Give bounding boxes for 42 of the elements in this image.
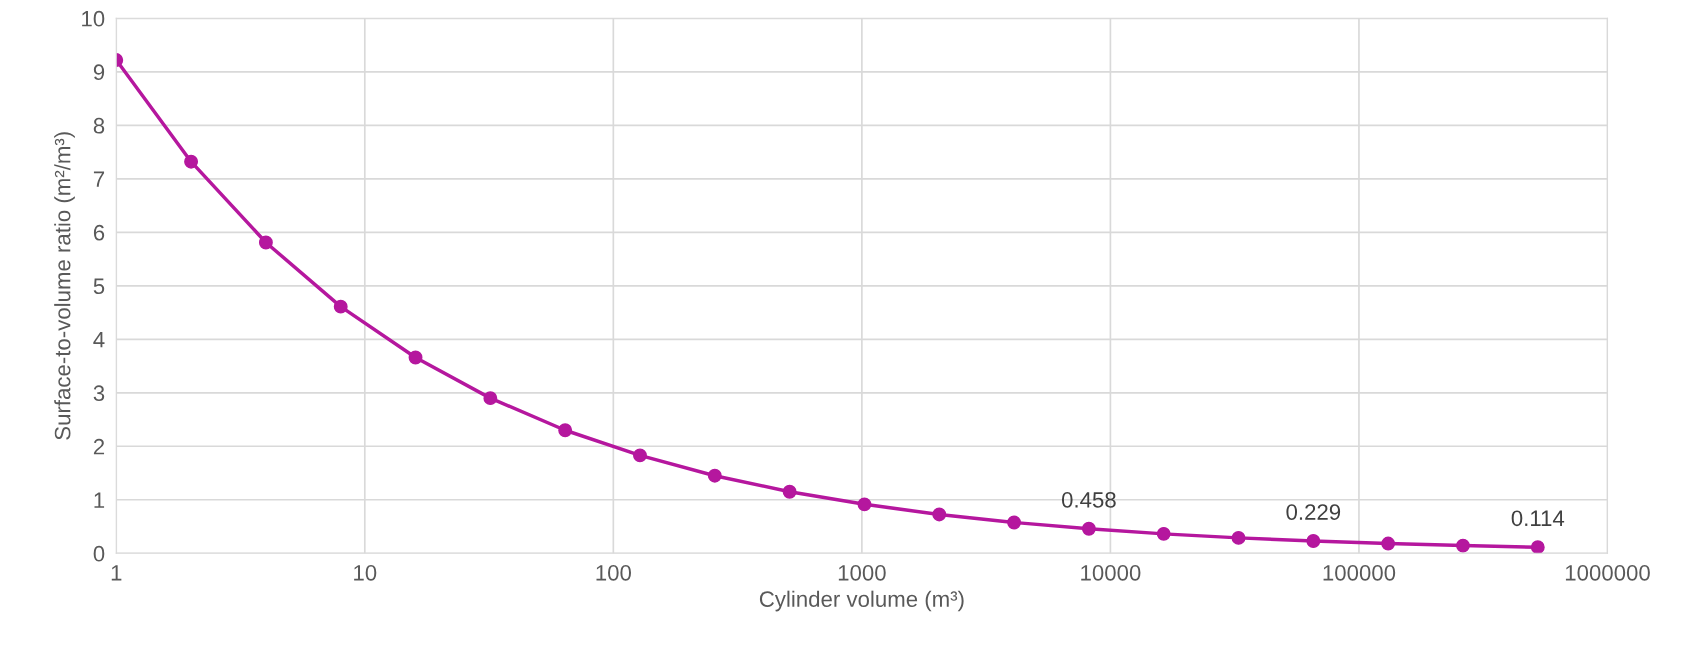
y-tick-label: 10 (82, 10, 105, 27)
point (932, 507, 947, 522)
x-tick-label: 10 (354, 564, 377, 581)
point (333, 299, 348, 314)
point (558, 423, 573, 438)
point (1231, 530, 1246, 545)
point (184, 154, 199, 169)
data-label: 0.114 (1511, 510, 1565, 527)
y-tick-label: 3 (93, 385, 105, 402)
y-tick-label: 7 (93, 171, 105, 187)
x-tick-label: 1 (111, 565, 122, 581)
x-tick-label: 1000000 (1565, 564, 1650, 581)
x-axis-title: Cylinder volume (m³) (759, 590, 964, 612)
x-tick-label: 10000 (1081, 564, 1141, 581)
point (1306, 534, 1321, 548)
point (1530, 540, 1545, 554)
point (483, 391, 498, 406)
point (1381, 536, 1396, 551)
y-tick-label: 5 (93, 278, 105, 295)
y-tick-label: 6 (93, 224, 105, 241)
x-tick-label: 1000 (838, 564, 886, 581)
data-label: 0.229 (1286, 504, 1341, 520)
y-tick-label: 9 (93, 64, 105, 81)
point (1081, 521, 1096, 536)
y-tick-label: 0 (93, 545, 105, 562)
point (1007, 515, 1022, 530)
y-tick-label: 4 (93, 332, 105, 348)
y-axis-title: Surface-to-volume ratio (m²/m³) (54, 132, 75, 440)
point (707, 468, 722, 483)
y-tick-label: 2 (93, 438, 105, 455)
point (1456, 538, 1470, 553)
point (633, 448, 647, 463)
point (408, 350, 423, 365)
point (258, 235, 273, 250)
x-tick-label: 100000 (1323, 564, 1396, 581)
x-tick-label: 100 (596, 564, 632, 581)
point (1156, 526, 1171, 541)
data-label: 0.458 (1061, 491, 1116, 508)
point (782, 484, 797, 499)
y-tick-label: 1 (94, 492, 105, 508)
y-tick-label: 8 (93, 117, 105, 134)
point (857, 497, 872, 512)
